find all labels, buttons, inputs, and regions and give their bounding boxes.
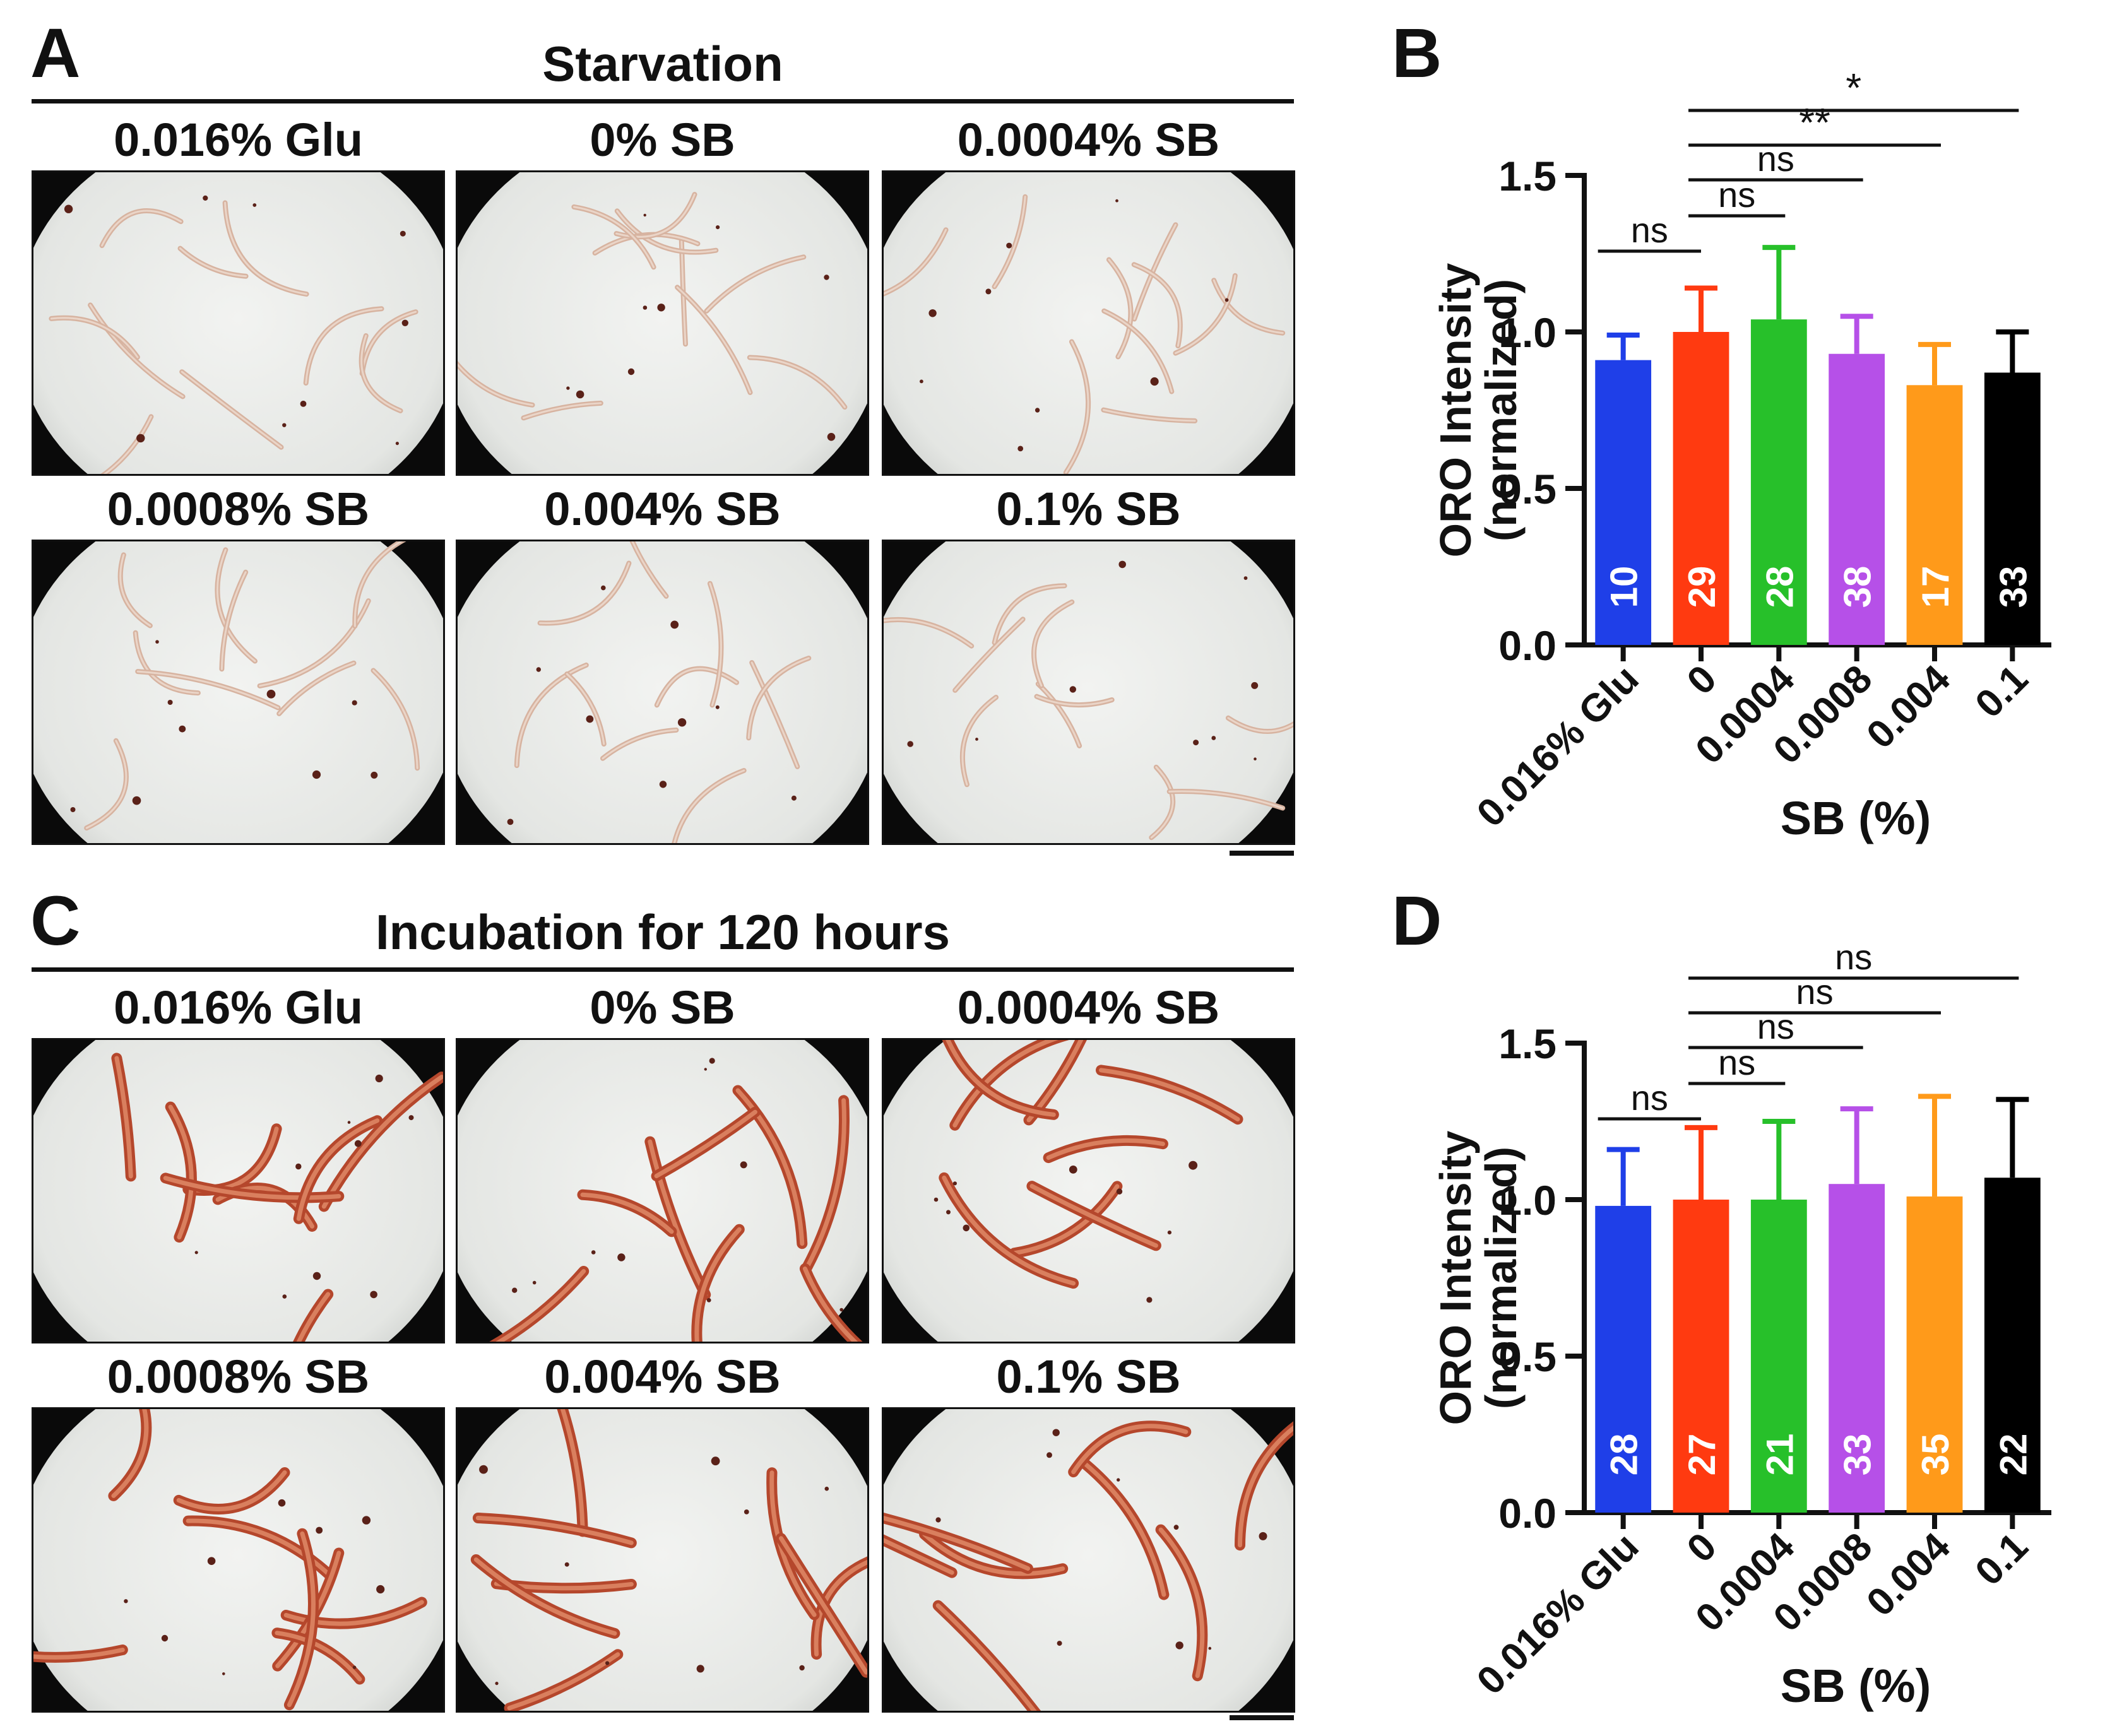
chart-d-x-tick-label: 0.1 (1967, 1525, 2036, 1594)
panel-a-image-label: 0.016% Glu (114, 114, 363, 166)
chart-b-bar (1906, 385, 1963, 645)
panel-c-image-label: 0% SB (590, 981, 735, 1034)
chart-d-comparison-label: ns (1835, 937, 1872, 977)
chart-b-n-label: 17 (1914, 566, 1957, 608)
chart-b-n-label: 29 (1681, 566, 1723, 608)
chart-d: 0.0 0.5 1.0 1.5 ORO Intensity(normalized) 28 0… (1431, 937, 2051, 1712)
panel-c-title-rule (32, 967, 1294, 972)
chart-d-y-tick-label: 1.5 (1498, 1020, 1557, 1067)
panel-a-micrograph (456, 170, 869, 476)
chart-d-x-tick-label: 0.016% Glu (1469, 1525, 1647, 1703)
chart-b: 0.0 0.5 1.0 1.5 ORO Intensity(normalized) 10 0… (1431, 65, 2051, 844)
chart-d-n-label: 27 (1681, 1434, 1723, 1476)
chart-d-x-label: SB (%) (1781, 1660, 1931, 1712)
panel-c-micrograph (456, 1407, 869, 1713)
chart-b-y-tick-label: 0.0 (1498, 622, 1557, 669)
panel-a-micrograph (882, 540, 1295, 845)
panel-c-title: Incubation for 120 hours (375, 904, 951, 960)
chart-b-y-tick-label: 1.5 (1498, 153, 1557, 199)
chart-d-n-label: 28 (1603, 1434, 1645, 1476)
chart-d-bar (1595, 1205, 1652, 1513)
chart-b-bar (1984, 372, 2041, 645)
panel-c-letter: C (30, 882, 81, 960)
panel-a-image-label: 0.0008% SB (107, 483, 370, 535)
chart-d-y-label-line2: (normalized) (1476, 1147, 1526, 1409)
panel-a-micrograph (32, 170, 445, 476)
chart-b-bar (1750, 319, 1807, 645)
chart-d-comparison-label: ns (1631, 1078, 1668, 1118)
chart-d-bar (1829, 1184, 1885, 1513)
panel-a-image-label: 0% SB (590, 114, 735, 166)
panel-a-micrograph (32, 540, 445, 845)
chart-b-y-label-line1: ORO Intensity (1431, 263, 1480, 558)
chart-d-y-tick-label: 0.0 (1498, 1490, 1557, 1537)
chart-d-bar (1673, 1200, 1729, 1513)
chart-d-n-label: 35 (1914, 1434, 1957, 1476)
chart-b-comparison-label: ** (1799, 100, 1830, 145)
panel-a-micrograph (882, 170, 1295, 476)
panel-c-micrograph (882, 1407, 1295, 1713)
chart-b-y-tick-label: 0.5 (1498, 466, 1557, 512)
chart-d-y-tick-label: 0.5 (1498, 1333, 1557, 1380)
panel-b-letter: B (1392, 15, 1442, 92)
panel-c-micrograph (882, 1038, 1295, 1343)
chart-d-bar (1984, 1178, 2041, 1513)
chart-b-bar (1595, 360, 1652, 645)
chart-b-x-tick-label: 0.016% Glu (1469, 657, 1647, 836)
chart-b-y-tick-label: 1.0 (1498, 309, 1557, 356)
chart-b-comparison-label: * (1846, 65, 1861, 110)
chart-d-bar (1906, 1196, 1963, 1513)
panel-a-title: Starvation (542, 36, 783, 92)
panel-a-image-label: 0.004% SB (544, 483, 781, 535)
chart-d-n-label: 22 (1992, 1434, 2034, 1476)
chart-b-x-tick-label: 0.004 (1858, 657, 1959, 757)
panel-a-micrograph (456, 540, 869, 845)
panel-c-micrograph (32, 1407, 445, 1713)
chart-b-comparison-label: ns (1631, 210, 1668, 250)
chart-b-n-label: 10 (1603, 566, 1645, 608)
panel-a-image-label: 0.1% SB (996, 483, 1181, 535)
panel-a-title-rule (32, 99, 1294, 103)
panel-a-letter: A (30, 15, 81, 92)
chart-d-bar (1750, 1200, 1807, 1513)
chart-b-bar (1673, 332, 1729, 645)
panel-c-image-label: 0.004% SB (544, 1350, 781, 1403)
panel-c-image-label: 0.0004% SB (957, 981, 1220, 1034)
chart-b-x-tick-label: 0 (1679, 657, 1725, 703)
panel-a-scale-bar (1230, 851, 1294, 856)
chart-d-y-label-line1: ORO Intensity (1431, 1131, 1480, 1426)
chart-d-x-tick-label: 0.004 (1858, 1525, 1959, 1625)
chart-d-n-label: 33 (1837, 1434, 1879, 1476)
panel-d-letter: D (1392, 882, 1442, 960)
chart-d-x-tick-label: 0 (1679, 1525, 1725, 1571)
chart-b-y-label-line2: (normalized) (1476, 279, 1526, 541)
panel-c-image-label: 0.016% Glu (114, 981, 363, 1034)
panel-c-image-label: 0.0008% SB (107, 1350, 370, 1403)
panel-c-scale-bar (1230, 1715, 1294, 1720)
chart-b-x-label: SB (%) (1781, 792, 1931, 844)
chart-d-y-tick-label: 1.0 (1498, 1177, 1557, 1224)
chart-d-n-label: 21 (1758, 1434, 1801, 1476)
panel-c-micrograph (456, 1038, 869, 1343)
chart-b-n-label: 38 (1837, 566, 1879, 608)
panel-a-image-label: 0.0004% SB (957, 114, 1220, 166)
chart-b-x-tick-label: 0.1 (1967, 657, 2036, 726)
panel-c-image-label: 0.1% SB (996, 1350, 1181, 1403)
chart-b-bar (1829, 353, 1885, 645)
chart-b-n-label: 33 (1992, 566, 2034, 608)
chart-b-n-label: 28 (1758, 566, 1801, 608)
panel-c-micrograph (32, 1038, 445, 1343)
